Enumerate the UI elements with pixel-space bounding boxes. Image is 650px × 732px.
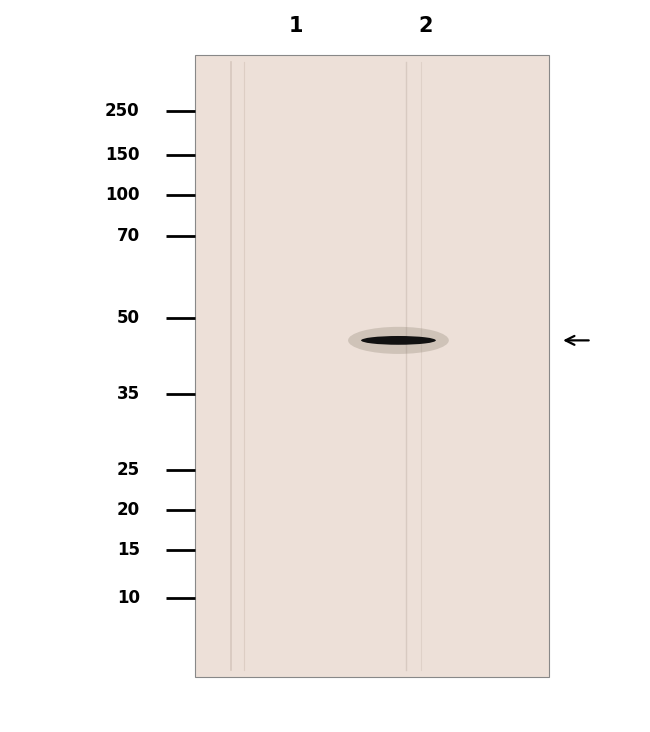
Text: 150: 150 [105,146,140,164]
Bar [195,55,549,677]
Text: 20: 20 [116,501,140,519]
Text: 35: 35 [116,385,140,403]
Text: 100: 100 [105,187,140,204]
Text: 250: 250 [105,102,140,120]
Text: 10: 10 [117,589,140,607]
Text: 2: 2 [419,15,433,36]
Text: 25: 25 [116,461,140,479]
Ellipse shape [348,326,448,354]
Text: 50: 50 [117,310,140,327]
Text: 15: 15 [117,542,140,559]
Text: 70: 70 [116,228,140,245]
Text: 1: 1 [289,15,303,36]
Ellipse shape [361,336,436,345]
